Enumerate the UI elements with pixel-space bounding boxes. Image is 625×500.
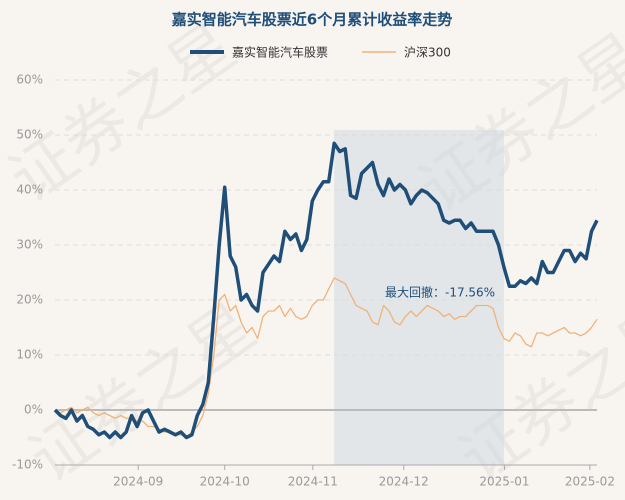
y-tick-label: 0% bbox=[24, 403, 43, 417]
annotation: 最大回撤：-17.56% bbox=[385, 285, 495, 300]
watermark: 证券之星 bbox=[17, 290, 269, 497]
series-line bbox=[53, 141, 599, 440]
y-tick-label: 40% bbox=[16, 183, 43, 197]
watermark-group: 证券之星 证券之星 证券之星 证券之星 bbox=[0, 10, 625, 497]
chart-title: 嘉实智能汽车股票近6个月累计收益率走势 bbox=[171, 11, 452, 29]
x-tick-label: 2024-09 bbox=[113, 475, 163, 489]
y-tick-label: 10% bbox=[16, 348, 43, 362]
y-tick-label: 20% bbox=[16, 293, 43, 307]
x-tick-label: 2024-12 bbox=[379, 475, 429, 489]
y-tick-label: 60% bbox=[16, 73, 43, 87]
y-tick-label: -10% bbox=[12, 458, 43, 472]
y-tick-label: 30% bbox=[16, 238, 43, 252]
x-tick-label: 2024-10 bbox=[200, 475, 250, 489]
series-line bbox=[54, 277, 598, 439]
x-tick-label: 2025-02 bbox=[565, 475, 615, 489]
legend-label: 沪深300 bbox=[404, 46, 451, 60]
y-tick-label: 50% bbox=[16, 128, 43, 142]
legend-label: 嘉实智能汽车股票 bbox=[232, 45, 328, 60]
x-tick-label: 2025-01 bbox=[479, 475, 529, 489]
x-tick-label: 2024-11 bbox=[288, 475, 338, 489]
